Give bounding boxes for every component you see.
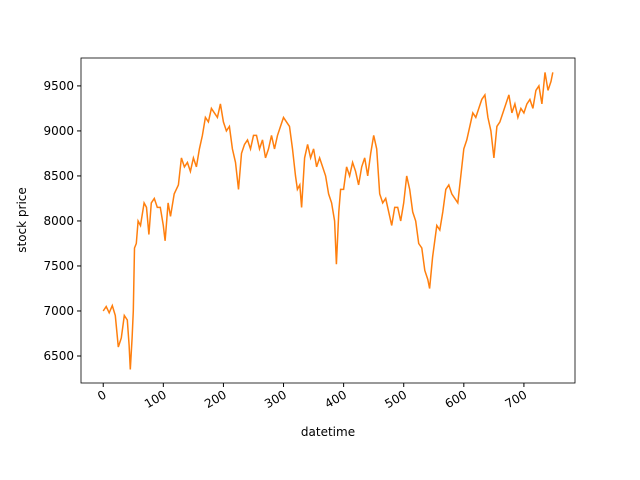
x-axis-label: datetime	[301, 425, 355, 439]
x-tick-label: 600	[442, 387, 469, 411]
y-tick-label: 7500	[43, 259, 74, 273]
x-tick-label: 700	[503, 387, 530, 411]
x-tick-label: 400	[322, 387, 349, 411]
y-tick-label: 7000	[43, 304, 74, 318]
y-tick-label: 8000	[43, 214, 74, 228]
line-series	[102, 72, 554, 370]
y-tick-label: 9500	[43, 79, 74, 93]
plot-frame	[80, 57, 576, 384]
x-tick-label: 0	[95, 387, 109, 403]
x-tick-label: 100	[142, 387, 169, 411]
y-axis-label: stock price	[15, 187, 29, 253]
x-tick-label: 300	[262, 387, 289, 411]
y-tick-label: 6500	[43, 349, 74, 363]
x-tick-label: 200	[202, 387, 229, 411]
y-tick-label: 9000	[43, 124, 74, 138]
x-tick-label: 500	[382, 387, 409, 411]
y-tick-label: 8500	[43, 169, 74, 183]
